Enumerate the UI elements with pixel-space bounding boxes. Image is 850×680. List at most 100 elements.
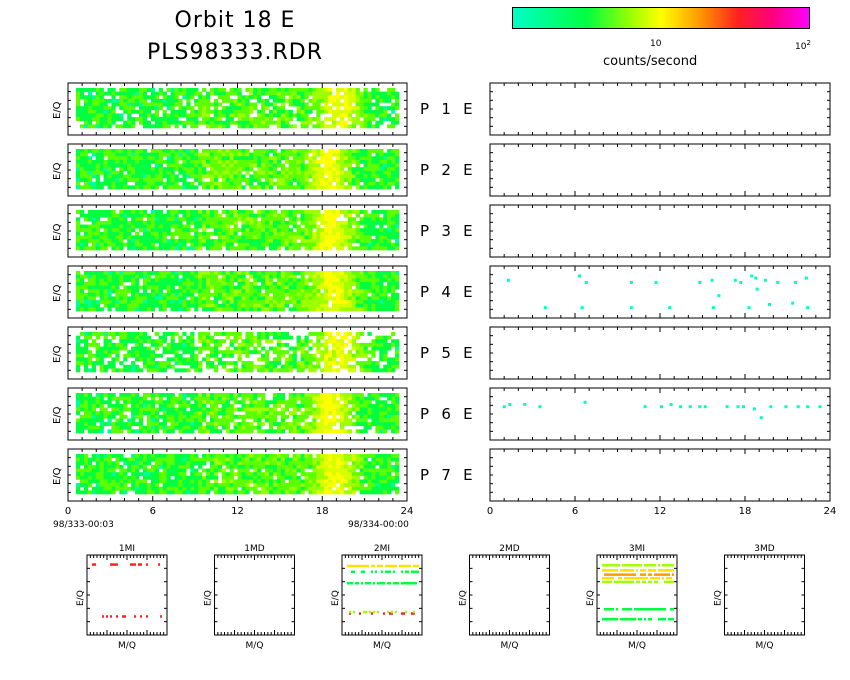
- heat-cell: [265, 285, 270, 290]
- heat-cell: [257, 185, 262, 190]
- heat-cell: [280, 178, 286, 183]
- heat-cell: [111, 335, 116, 340]
- event-point: [754, 276, 758, 280]
- heat-cell: [335, 113, 341, 118]
- heat-cell: [186, 289, 191, 294]
- event-point: [710, 278, 714, 282]
- heat-cell: [150, 403, 156, 408]
- heat-cell: [154, 109, 160, 114]
- heat-cell: [351, 353, 356, 358]
- heat-cell: [170, 300, 175, 305]
- heat-cell: [166, 332, 171, 336]
- heat-cell: [76, 178, 81, 183]
- heat-cell: [170, 350, 175, 355]
- heat-cell: [339, 95, 345, 100]
- heat-cell: [209, 292, 215, 297]
- heat-cell: [135, 109, 140, 114]
- heat-cell: [79, 296, 85, 301]
- heat-cell: [276, 296, 282, 301]
- heat-cell: [217, 95, 223, 100]
- heat-cell: [79, 239, 85, 244]
- heat-cell: [257, 159, 262, 164]
- heat-cell: [300, 231, 305, 236]
- heat-cell: [300, 88, 305, 92]
- heat-cell: [182, 357, 187, 362]
- heat-cell: [347, 296, 353, 301]
- heat-cell: [320, 220, 325, 225]
- heat-cell: [245, 407, 250, 412]
- heat-cell: [229, 296, 234, 301]
- heat-cell: [261, 113, 266, 118]
- heat-cell: [355, 239, 360, 244]
- heat-cell: [190, 393, 195, 397]
- heat-cell: [146, 307, 152, 312]
- heat-cell: [99, 289, 104, 294]
- heat-cell: [395, 246, 400, 251]
- heat-cell: [229, 174, 234, 179]
- heat-cell: [123, 120, 128, 125]
- heat-cell: [316, 167, 321, 172]
- heat-cell: [304, 292, 309, 297]
- heat-cell: [131, 403, 136, 408]
- heat-cell: [324, 163, 329, 168]
- heat-cell: [217, 117, 223, 122]
- heat-cell: [225, 235, 230, 240]
- heat-cell: [127, 178, 132, 183]
- heat-cell: [292, 102, 297, 107]
- heat-cell: [257, 357, 262, 362]
- heat-cell: [135, 346, 140, 351]
- heat-cell: [265, 361, 270, 366]
- heat-cell: [316, 285, 321, 290]
- heat-cell: [174, 307, 179, 312]
- heat-cell: [391, 224, 396, 229]
- heat-cell: [395, 117, 400, 122]
- heat-cell: [127, 296, 132, 301]
- heat-cell: [182, 346, 187, 351]
- heat-cell: [79, 292, 85, 297]
- heat-cell: [261, 91, 266, 96]
- heat-cell: [269, 274, 274, 279]
- heat-cell: [339, 167, 345, 172]
- heat-cell: [347, 163, 353, 168]
- heat-cell: [95, 174, 100, 179]
- heat-cell: [182, 246, 187, 251]
- heat-cell: [221, 411, 226, 416]
- heat-cell: [343, 152, 349, 157]
- heat-cell: [103, 332, 108, 336]
- heat-cell: [328, 210, 333, 214]
- heat-cell: [233, 170, 238, 175]
- heat-cell: [174, 91, 179, 96]
- heat-cell: [343, 278, 349, 283]
- heat-cell: [127, 425, 132, 430]
- heat-cell: [257, 220, 262, 225]
- heat-cell: [379, 228, 384, 233]
- heat-cell: [87, 102, 93, 107]
- heat-cell: [111, 224, 116, 229]
- heat-cell: [320, 174, 325, 179]
- heat-cell: [142, 220, 148, 225]
- heat-cell: [335, 106, 341, 111]
- heat-cell: [339, 113, 345, 118]
- heat-cell: [202, 228, 207, 233]
- heat-cell: [99, 113, 104, 118]
- heat-cell: [217, 156, 223, 161]
- heat-cell: [332, 98, 337, 103]
- heat-cell: [225, 332, 230, 336]
- heat-cell: [367, 149, 372, 153]
- heat-cell: [233, 91, 238, 96]
- heat-cell: [225, 156, 230, 161]
- heat-cell: [272, 228, 278, 233]
- heat-cell: [343, 159, 349, 164]
- heat-cell: [123, 159, 128, 164]
- heat-cell: [276, 346, 282, 351]
- heat-cell: [135, 95, 140, 100]
- heat-cell: [202, 278, 207, 283]
- heat-cell: [253, 414, 258, 419]
- heat-cell: [379, 156, 384, 161]
- heat-cell: [343, 239, 349, 244]
- heat-cell: [170, 120, 175, 125]
- heat-cell: [229, 109, 234, 114]
- heat-cell: [131, 228, 136, 233]
- heat-cell: [76, 246, 81, 251]
- heat-cell: [324, 278, 329, 283]
